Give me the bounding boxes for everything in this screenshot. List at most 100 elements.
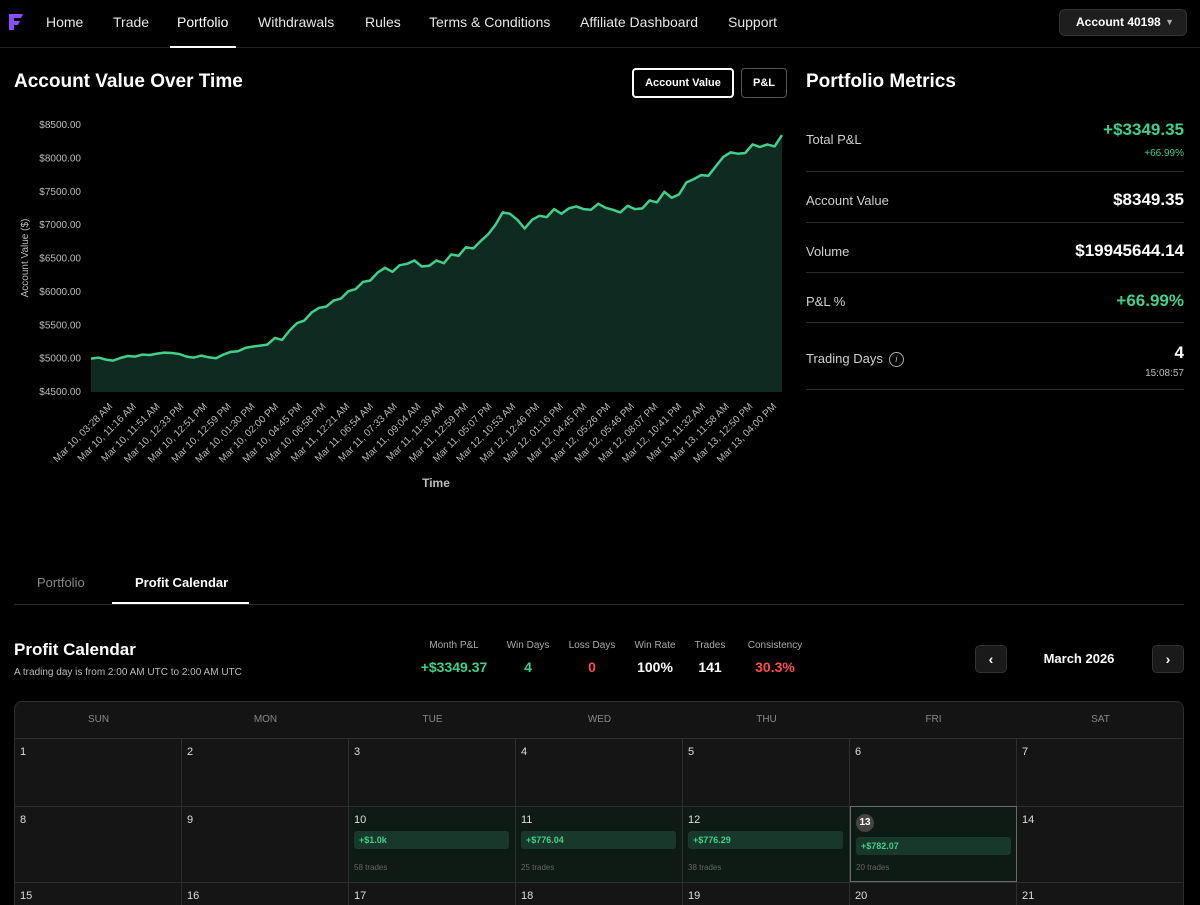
profit-calendar-grid: SUN MON TUE WED THU FRI SAT 1 2 3 4 5 6 … xyxy=(14,701,1184,905)
trading-days-label: Trading Days xyxy=(806,351,883,366)
calendar-day[interactable]: 20 xyxy=(850,882,1017,905)
calendar-day[interactable]: 4 xyxy=(516,738,683,806)
nav-active-indicator xyxy=(170,46,236,48)
calendar-day[interactable]: 21 xyxy=(1017,882,1183,905)
y-tick-label: $8000.00 xyxy=(39,153,81,164)
stat-value: +$3349.37 xyxy=(420,659,488,675)
metric-value: 4 xyxy=(1174,343,1184,362)
dow-fri: FRI xyxy=(925,714,942,725)
calendar-day[interactable]: 5 xyxy=(683,738,850,806)
chart-area-fill xyxy=(91,135,782,392)
logo-icon[interactable] xyxy=(8,13,24,31)
day-pnl-badge: +$776.04 xyxy=(521,831,676,849)
metric-value: +$3349.35 xyxy=(1103,120,1184,139)
nav-affiliate-dashboard[interactable]: Affiliate Dashboard xyxy=(580,14,699,30)
day-number: 12 xyxy=(688,814,701,826)
calendar-day[interactable]: 15 xyxy=(15,882,182,905)
nav-support[interactable]: Support xyxy=(728,14,778,30)
calendar-day-trading[interactable]: 11 +$776.04 25 trades xyxy=(516,806,683,882)
metric-value: +66.99% xyxy=(1116,291,1184,310)
day-number: 14 xyxy=(1022,814,1035,826)
nav-withdrawals[interactable]: Withdrawals xyxy=(258,14,335,30)
nav-terms[interactable]: Terms & Conditions xyxy=(429,14,551,30)
stat-value: 100% xyxy=(637,659,673,675)
dow-sun: SUN xyxy=(87,714,110,725)
dow-thu: THU xyxy=(756,714,777,725)
metric-total-pnl: Total P&L +$3349.35 +66.99% xyxy=(806,110,1184,172)
day-number: 5 xyxy=(688,746,695,758)
calendar-day[interactable]: 7 xyxy=(1017,738,1183,806)
metric-value: $19945644.14 xyxy=(1075,241,1184,260)
calendar-day-trading[interactable]: 10 +$1.0k 58 trades xyxy=(349,806,516,882)
stat-value: 0 xyxy=(588,659,596,675)
calendar-day[interactable]: 14 xyxy=(1017,806,1183,882)
day-pnl-badge: +$782.07 xyxy=(856,837,1011,855)
toggle-account-value-button[interactable]: Account Value xyxy=(632,68,734,98)
calendar-day[interactable]: 17 xyxy=(349,882,516,905)
metric-volume: Volume $19945644.14 xyxy=(806,223,1184,273)
metric-label: Volume xyxy=(806,244,850,259)
metric-sub-value: +66.99% xyxy=(1144,148,1184,159)
day-trades-count: 20 trades xyxy=(856,863,890,872)
stat-win-days: Win Days 4 xyxy=(503,640,553,675)
calendar-day[interactable]: 19 xyxy=(683,882,850,905)
y-tick-label: $5000.00 xyxy=(39,354,81,365)
day-number: 7 xyxy=(1022,746,1029,758)
nav-portfolio[interactable]: Portfolio xyxy=(177,14,229,30)
chart-title: Account Value Over Time xyxy=(14,71,243,92)
metric-value: $8349.35 xyxy=(1113,190,1184,209)
metrics-title: Portfolio Metrics xyxy=(806,71,956,92)
day-number: 6 xyxy=(855,746,862,758)
day-number: 16 xyxy=(187,890,200,902)
profit-calendar-subtitle: A trading day is from 2:00 AM UTC to 2:0… xyxy=(14,667,242,678)
dow-sat: SAT xyxy=(1091,714,1110,725)
y-tick-label: $6500.00 xyxy=(39,254,81,265)
calendar-day[interactable]: 3 xyxy=(349,738,516,806)
day-number: 18 xyxy=(521,890,534,902)
y-tick-label: $8500.00 xyxy=(39,120,81,131)
day-trades-count: 58 trades xyxy=(354,863,388,872)
calendar-day[interactable]: 1 xyxy=(15,738,182,806)
calendar-day[interactable]: 8 xyxy=(15,806,182,882)
calendar-day-trading[interactable]: 12 +$776.29 38 trades xyxy=(683,806,850,882)
day-number: 8 xyxy=(20,814,27,826)
stat-label: Win Rate xyxy=(634,640,676,651)
y-tick-label: $7500.00 xyxy=(39,187,81,198)
stat-win-rate: Win Rate 100% xyxy=(630,640,680,675)
tab-portfolio[interactable]: Portfolio xyxy=(37,575,85,590)
calendar-day[interactable]: 9 xyxy=(182,806,349,882)
day-number: 2 xyxy=(187,746,194,758)
stat-month-pnl: Month P&L +$3349.37 xyxy=(418,640,490,675)
info-icon[interactable]: i xyxy=(888,352,904,368)
day-number: 17 xyxy=(354,890,367,902)
calendar-day[interactable]: 6 xyxy=(850,738,1017,806)
day-number: 9 xyxy=(187,814,194,826)
stat-label: Consistency xyxy=(747,640,803,651)
next-month-button[interactable]: › xyxy=(1152,645,1184,673)
account-selector[interactable]: Account 40198 ▼ xyxy=(1059,9,1187,36)
stat-label: Win Days xyxy=(506,640,550,651)
day-number-today: 13 xyxy=(856,814,874,832)
calendar-day-today[interactable]: 13 +$782.07 20 trades xyxy=(850,806,1017,882)
dow-mon: MON xyxy=(253,714,278,725)
day-number: 21 xyxy=(1022,890,1035,902)
y-tick-label: $5500.00 xyxy=(39,320,81,331)
calendar-day[interactable]: 2 xyxy=(182,738,349,806)
nav-trade[interactable]: Trade xyxy=(113,14,150,30)
stat-label: Loss Days xyxy=(568,640,616,651)
calendar-day[interactable]: 16 xyxy=(182,882,349,905)
metric-trading-days: Trading Days i 4 15:08:57 xyxy=(806,323,1184,390)
section-tabs: Portfolio Profit Calendar xyxy=(14,560,1184,605)
calendar-day[interactable]: 18 xyxy=(516,882,683,905)
stat-trades: Trades 141 xyxy=(690,640,730,675)
metric-account-value: Account Value $8349.35 xyxy=(806,172,1184,223)
tab-profit-calendar[interactable]: Profit Calendar xyxy=(135,575,229,590)
day-number: 20 xyxy=(855,890,868,902)
nav-home[interactable]: Home xyxy=(46,14,84,30)
metric-sub-value: 15:08:57 xyxy=(1145,368,1184,379)
nav-rules[interactable]: Rules xyxy=(365,14,401,30)
prev-month-button[interactable]: ‹ xyxy=(975,645,1007,673)
stat-label: Month P&L xyxy=(429,640,479,651)
stat-value: 30.3% xyxy=(755,659,795,675)
toggle-pnl-button[interactable]: P&L xyxy=(741,68,787,98)
